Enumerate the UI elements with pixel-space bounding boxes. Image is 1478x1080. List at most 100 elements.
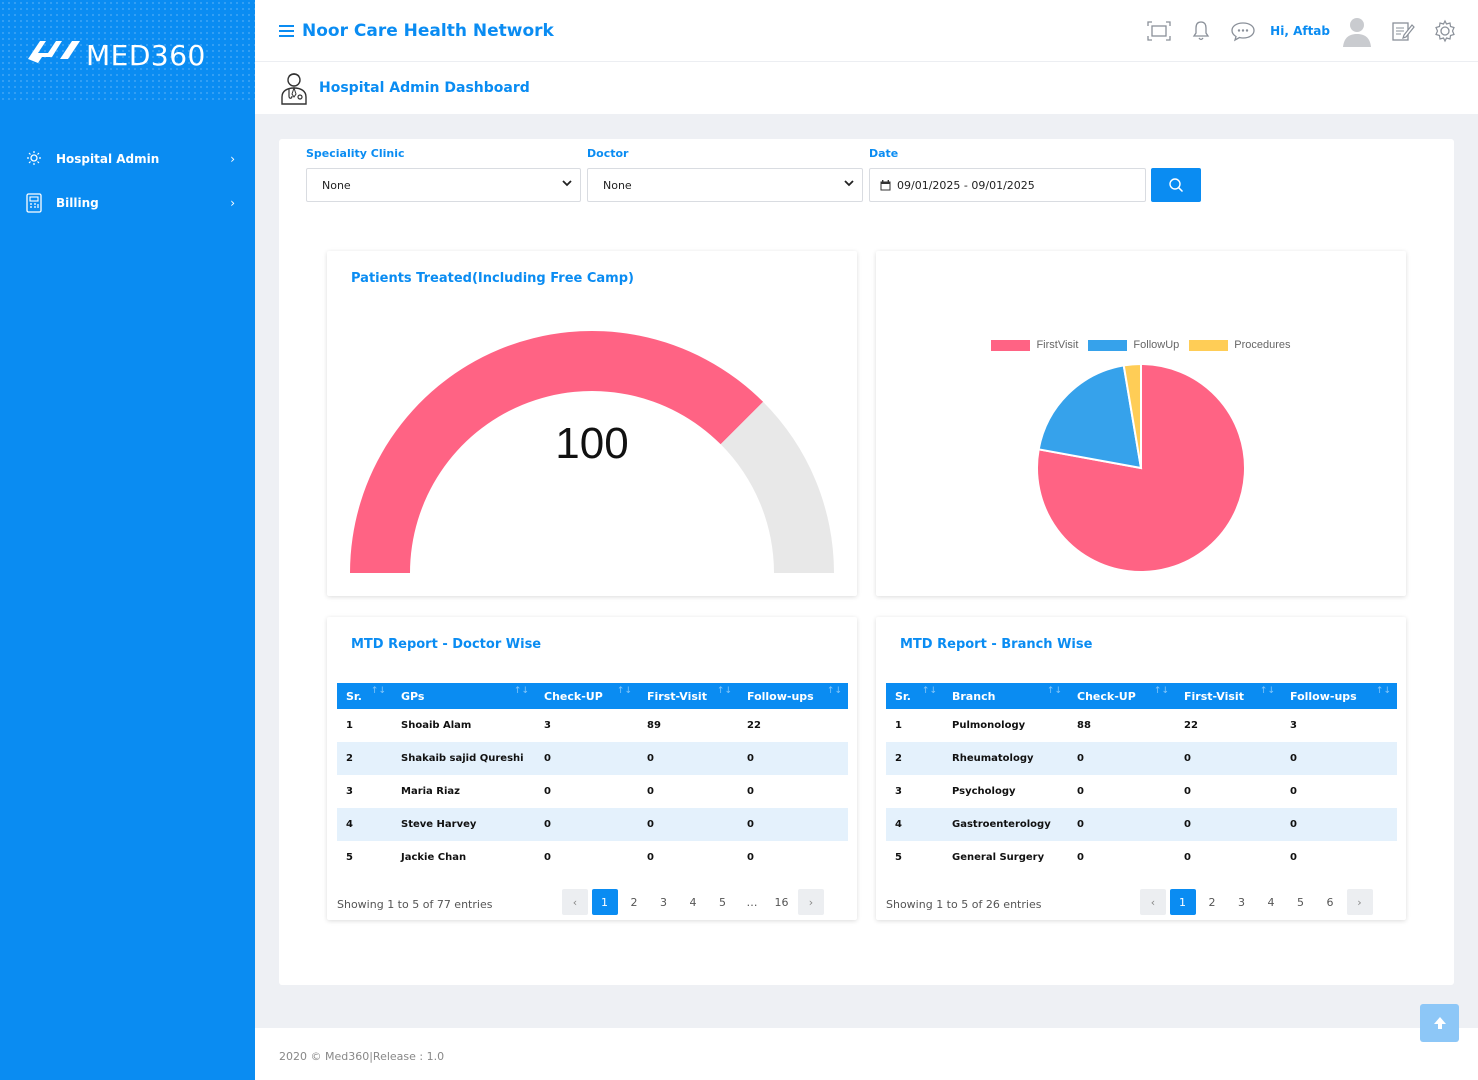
page-button[interactable]: 5 bbox=[1297, 895, 1304, 909]
table-cell: 0 bbox=[647, 852, 654, 863]
pie-slice-procedures[interactable] bbox=[1122, 362, 1142, 469]
branch-report-card: MTD Report - Branch Wise Sr. ↑↓ Branch ↑↓ … bbox=[876, 617, 1406, 920]
speciality-select[interactable]: None bbox=[306, 168, 581, 202]
branch-report-title: MTD Report - Branch Wise bbox=[900, 637, 1093, 652]
prev-page-button[interactable]: ‹ bbox=[1140, 889, 1166, 915]
page-button[interactable]: 3 bbox=[1238, 895, 1245, 909]
table-cell: 0 bbox=[1077, 852, 1084, 863]
user-greeting[interactable]: Hi, Aftab bbox=[1270, 24, 1330, 38]
sidebar-item-hospital-admin[interactable]: Hospital Admin › bbox=[0, 137, 255, 181]
header-actions: Hi, Aftab bbox=[1130, 0, 1458, 62]
table-cell: 0 bbox=[1290, 852, 1297, 863]
page-button[interactable]: 6 bbox=[1326, 895, 1334, 909]
branch-report-table: Sr. ↑↓ Branch ↑↓ Check-UP ↑↓ First-Visit ↑↓ … bbox=[886, 683, 1397, 874]
fullscreen-icon[interactable] bbox=[1146, 18, 1172, 44]
table-cell: 0 bbox=[544, 852, 551, 863]
gauge-chart bbox=[350, 331, 834, 573]
column-header[interactable]: Check-UP ↑↓ bbox=[1077, 686, 1169, 703]
chat-icon[interactable] bbox=[1230, 18, 1256, 44]
table-cell: 4 bbox=[895, 819, 902, 830]
column-header[interactable]: First-Visit ↑↓ bbox=[647, 686, 732, 703]
table-cell: 2 bbox=[346, 753, 353, 764]
legend-label: Procedures bbox=[1234, 339, 1291, 351]
table-cell: 0 bbox=[1290, 753, 1297, 764]
avatar[interactable] bbox=[1340, 14, 1374, 48]
column-header[interactable]: Follow-ups ↑↓ bbox=[1290, 686, 1391, 703]
page-button[interactable]: 5 bbox=[719, 895, 726, 909]
table-cell: 0 bbox=[544, 786, 551, 797]
prev-page-button[interactable]: ‹ bbox=[562, 889, 588, 915]
legend-item-procedures[interactable]: Procedures bbox=[1189, 339, 1291, 351]
gauge-remaining-arc bbox=[720, 401, 834, 573]
chevron-down-icon bbox=[562, 178, 572, 191]
table-cell: Psychology bbox=[952, 786, 1016, 797]
sidebar: MED360 Hospital Admin › Billing › bbox=[0, 0, 255, 1080]
date-range-input[interactable]: 09/01/2025 - 09/01/2025 bbox=[869, 168, 1146, 202]
table-cell: General Surgery bbox=[952, 852, 1045, 863]
column-header[interactable]: Branch ↑↓ bbox=[952, 686, 1062, 703]
table-cell: 5 bbox=[346, 852, 353, 863]
filter-bar: Speciality Clinic None Doctor None Date … bbox=[306, 147, 1206, 207]
pie-legend: FirstVisit FollowUp Procedures bbox=[876, 339, 1406, 351]
settings-gear-icon[interactable] bbox=[1432, 18, 1458, 44]
table-cell: 0 bbox=[647, 786, 654, 797]
page-button[interactable]: 2 bbox=[630, 895, 638, 909]
scroll-to-top-button[interactable] bbox=[1420, 1004, 1459, 1042]
date-range-value: 09/01/2025 - 09/01/2025 bbox=[897, 178, 1035, 192]
column-header[interactable]: GPs ↑↓ bbox=[401, 686, 529, 703]
table-cell: 0 bbox=[1184, 786, 1191, 797]
table-cell: Maria Riaz bbox=[401, 786, 460, 797]
bell-icon[interactable] bbox=[1188, 18, 1214, 44]
speciality-value: None bbox=[322, 178, 351, 192]
doctor-value: None bbox=[603, 178, 632, 192]
column-header[interactable]: First-Visit ↑↓ bbox=[1184, 686, 1275, 703]
table-info-text: Showing 1 to 5 of 77 entries bbox=[337, 898, 493, 911]
network-title: Noor Care Health Network bbox=[302, 20, 554, 41]
page-button[interactable]: 4 bbox=[689, 895, 697, 909]
hospital-admin-icon bbox=[27, 151, 41, 165]
table-cell: 3 bbox=[895, 786, 902, 797]
table-cell: 22 bbox=[1184, 720, 1198, 731]
table-cell: 0 bbox=[1290, 786, 1297, 797]
legend-item-followup[interactable]: FollowUp bbox=[1088, 339, 1179, 351]
page-button[interactable]: 4 bbox=[1267, 895, 1275, 909]
pie-slice-followup[interactable] bbox=[1037, 364, 1143, 470]
page-button[interactable]: 3 bbox=[660, 895, 667, 909]
doctor-label: Doctor bbox=[587, 147, 629, 160]
legend-item-firstvisit[interactable]: FirstVisit bbox=[991, 339, 1078, 351]
table-row: 5 Jackie Chan 0 0 0 bbox=[337, 841, 848, 874]
table-row: 3 Maria Riaz 0 0 0 bbox=[337, 775, 848, 808]
next-page-button[interactable]: › bbox=[798, 889, 824, 915]
column-header[interactable]: Check-UP ↑↓ bbox=[544, 686, 632, 703]
gauge-value: 100 bbox=[555, 419, 629, 468]
sort-icon: ↑↓ bbox=[921, 686, 937, 696]
page-button[interactable]: 16 bbox=[774, 895, 789, 909]
doctor-select[interactable]: None bbox=[587, 168, 863, 202]
brand-logo[interactable]: MED360 bbox=[0, 0, 255, 100]
next-page-button[interactable]: › bbox=[1346, 889, 1373, 915]
table-cell: 2 bbox=[895, 753, 902, 764]
edit-note-icon[interactable] bbox=[1390, 18, 1416, 44]
table-cell: Shakaib sajid Qureshi bbox=[401, 753, 524, 764]
med360-logo-icon bbox=[28, 41, 80, 63]
table-row: 4 Gastroenterology 0 0 0 bbox=[886, 808, 1397, 841]
doctor-report-title: MTD Report - Doctor Wise bbox=[351, 637, 542, 652]
dashboard-panel: Speciality Clinic None Doctor None Date … bbox=[279, 139, 1454, 985]
table-cell: 4 bbox=[346, 819, 353, 830]
column-header[interactable]: Sr. ↑↓ bbox=[346, 686, 386, 703]
page-button[interactable]: 1 bbox=[1169, 889, 1196, 915]
column-header[interactable]: Follow-ups ↑↓ bbox=[747, 686, 842, 703]
table-header-row: Sr. ↑↓ GPs ↑↓ Check-UP ↑↓ First-Visit ↑↓ Fol… bbox=[337, 683, 848, 709]
legend-swatch bbox=[1189, 339, 1229, 351]
chevron-right-icon: › bbox=[230, 196, 235, 210]
page-button[interactable]: 1 bbox=[591, 889, 618, 915]
menu-toggle-icon[interactable] bbox=[279, 24, 294, 37]
table-cell: 3 bbox=[544, 720, 551, 731]
search-button[interactable] bbox=[1151, 168, 1201, 202]
pie-slice-firstvisit[interactable] bbox=[1036, 362, 1246, 573]
table-cell: 22 bbox=[747, 720, 761, 731]
column-header[interactable]: Sr. ↑↓ bbox=[895, 686, 937, 703]
sidebar-item-billing[interactable]: Billing › bbox=[0, 181, 255, 225]
table-row: 1 Pulmonology 88 22 3 bbox=[886, 709, 1397, 742]
page-button[interactable]: 2 bbox=[1208, 895, 1216, 909]
